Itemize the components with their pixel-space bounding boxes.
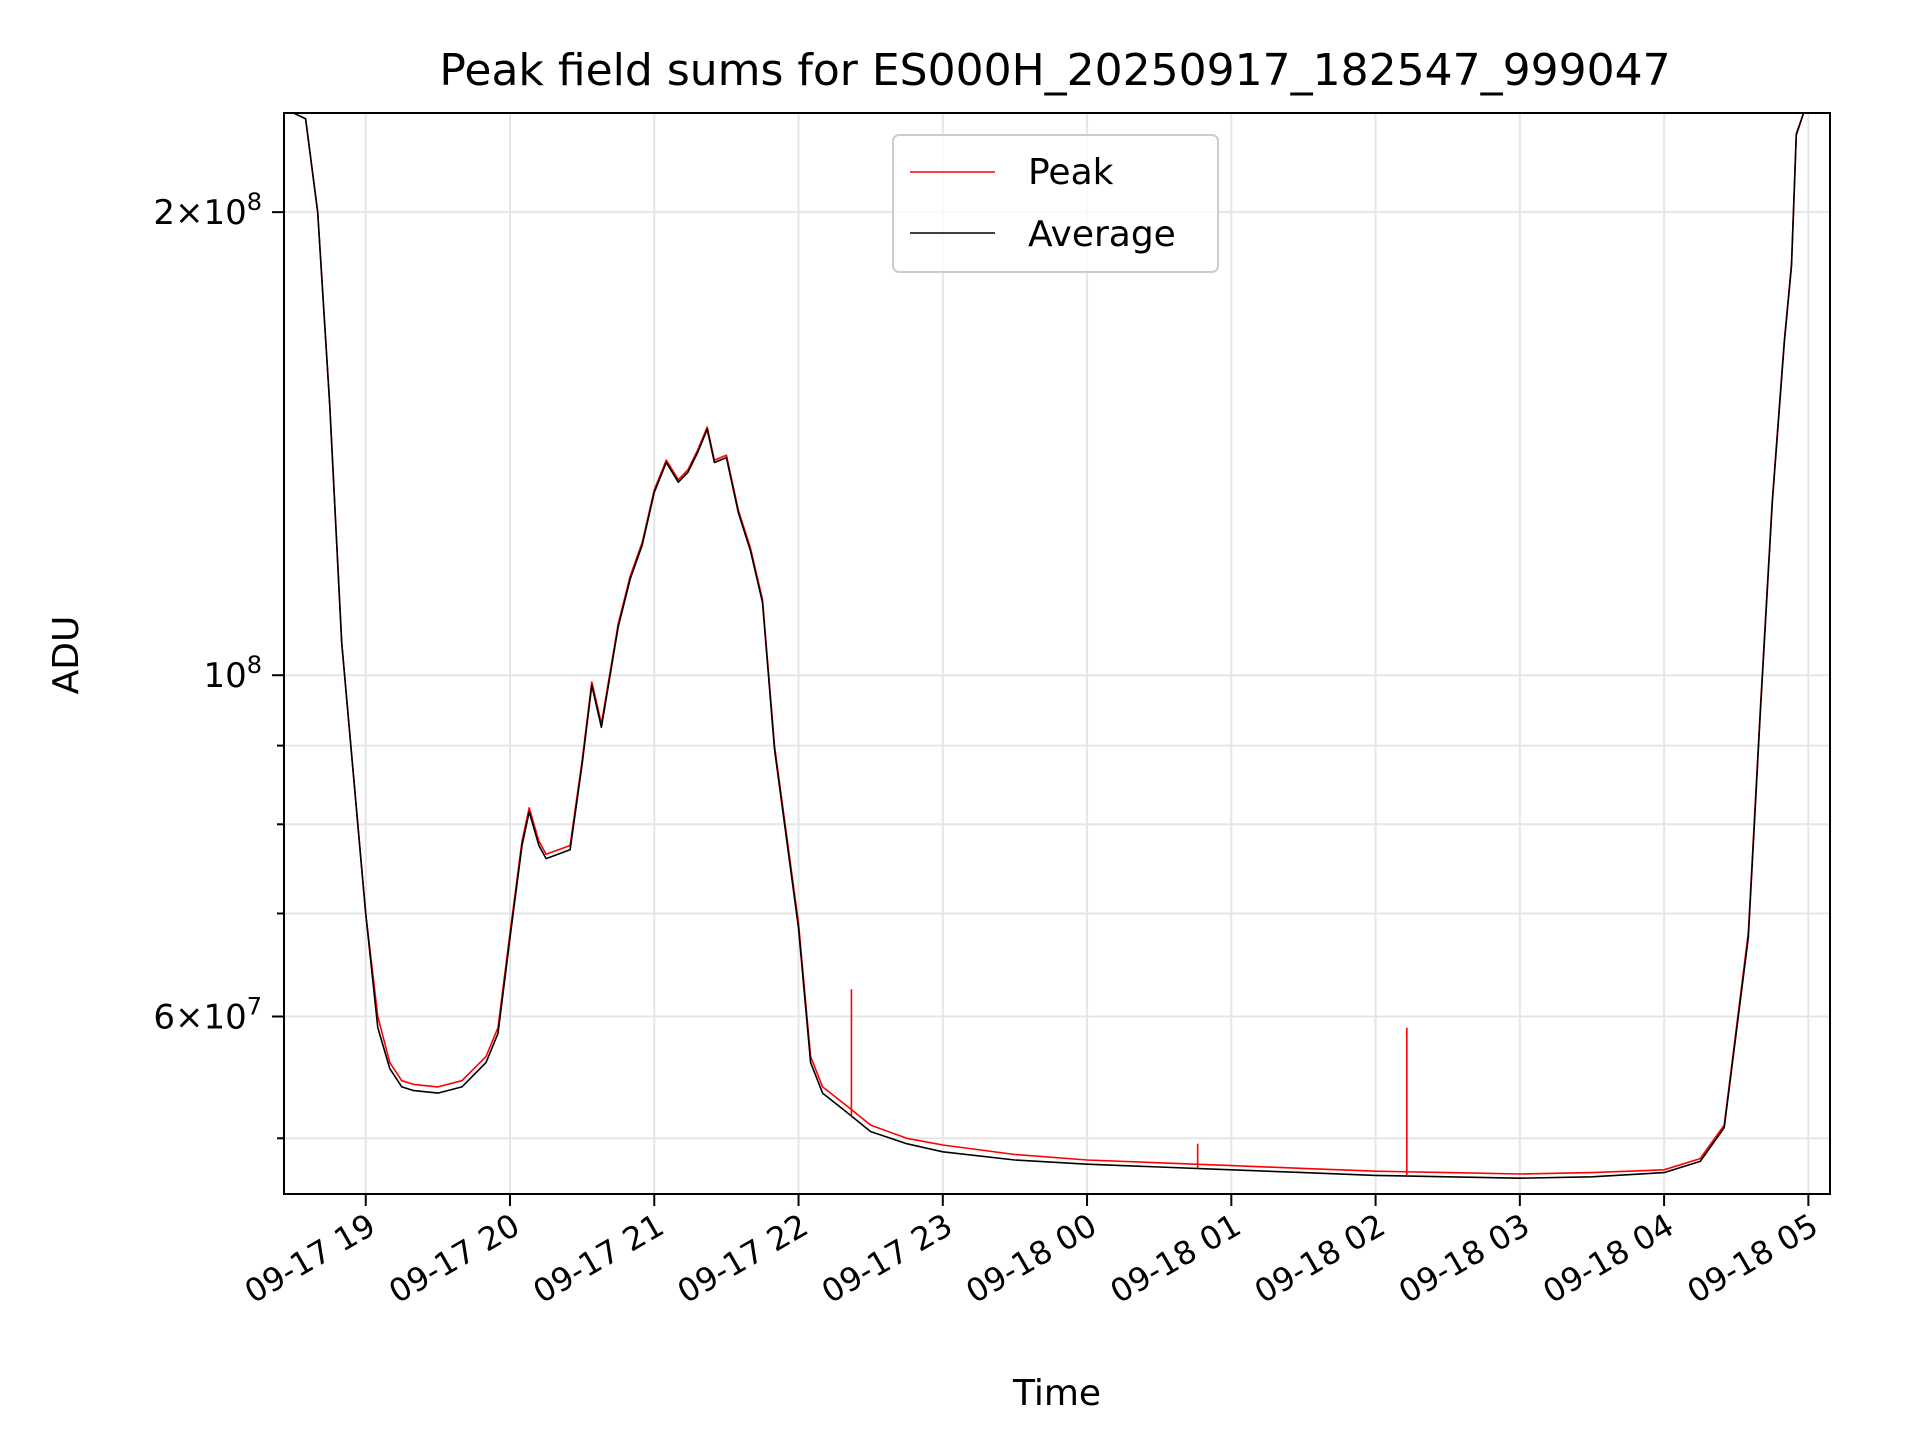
y-tick-label: 2×108 [153,188,262,233]
y-axis-ticks: 2×108 108 6×107 [153,188,284,1140]
series-line-average [284,113,1830,1179]
legend-label-peak: Peak [1028,152,1114,193]
y-axis-label: ADU [46,616,87,695]
chart-title: Peak field sums for ES000H_20250917_1825… [439,45,1670,96]
y-tick-label: 6×107 [153,992,262,1037]
legend-label-average: Average [1028,214,1176,255]
plot-frame [283,112,1831,1195]
legend: Peak Average [892,134,1219,273]
y-tick-label: 108 [203,651,262,696]
x-axis-label: Time [1012,1373,1101,1414]
legend-box [892,134,1219,273]
plot-series [284,113,1830,1179]
grid-lines [284,113,1830,1194]
